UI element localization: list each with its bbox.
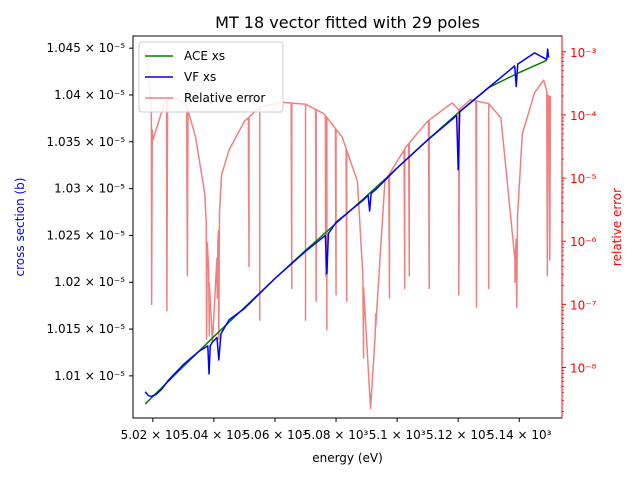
legend-label-relerr: Relative error [184,91,265,105]
y-tick-label-5: 1.035 × 10⁻⁵ [47,135,126,149]
y-tick-label-3: 1.025 × 10⁻⁵ [47,228,126,242]
y-axis-left: 1.01 × 10⁻⁵ 1.015 × 10⁻⁵ 1.02 × 10⁻⁵ 1.025 … [47,41,133,383]
chart-title: MT 18 vector fitted with 29 poles [215,13,480,32]
y-tick-label-0: 1.01 × 10⁻⁵ [54,369,125,383]
y2-tick-label-0: 10⁻⁸ [570,361,597,375]
x-tick-label-2: 5.06 × 10³ [243,428,308,442]
x-tick-label-4: 5.1 × 10³ [369,428,426,442]
y-axis-label-left: cross section (b) [13,178,27,277]
y-tick-label-7: 1.045 × 10⁻⁵ [47,41,126,55]
x-tick-label-6: 5.14 × 10³ [487,428,552,442]
y-tick-label-2: 1.02 × 10⁻⁵ [54,275,125,289]
y2-tick-label-1: 10⁻⁷ [570,298,597,312]
x-tick-label-3: 5.08 × 10³ [304,428,369,442]
y-tick-label-4: 1.03 × 10⁻⁵ [54,182,125,196]
relative-error-line [144,51,552,410]
y2-tick-label-3: 10⁻⁵ [570,172,597,186]
y2-tick-label-4: 10⁻⁴ [570,109,597,123]
vf-xs-line [144,48,550,398]
x-tick-label-1: 5.04 × 10³ [182,428,247,442]
y-tick-label-6: 1.04 × 10⁻⁵ [54,88,125,102]
legend-label-ace: ACE xs [184,49,225,63]
y-axis-label-right: relative error [610,188,624,266]
y2-tick-label-5: 10⁻³ [570,46,597,60]
legend-box [138,41,284,113]
plot-area [144,48,552,410]
legend: ACE xs VF xs Relative error [138,41,284,113]
y2-tick-label-2: 10⁻⁶ [570,235,597,249]
y-tick-label-1: 1.015 × 10⁻⁵ [47,322,126,336]
x-axis-label: energy (eV) [312,451,383,465]
y-axis-right: 10⁻⁸ 10⁻⁷ 10⁻⁶ 10⁻⁵ 10⁻⁴ 10⁻³ [561,36,597,418]
x-tick-label-5: 5.12 × 10³ [426,428,491,442]
x-tick-label-0: 5.02 × 10³ [121,428,186,442]
series-layer [144,48,552,410]
legend-label-vf: VF xs [184,70,216,84]
